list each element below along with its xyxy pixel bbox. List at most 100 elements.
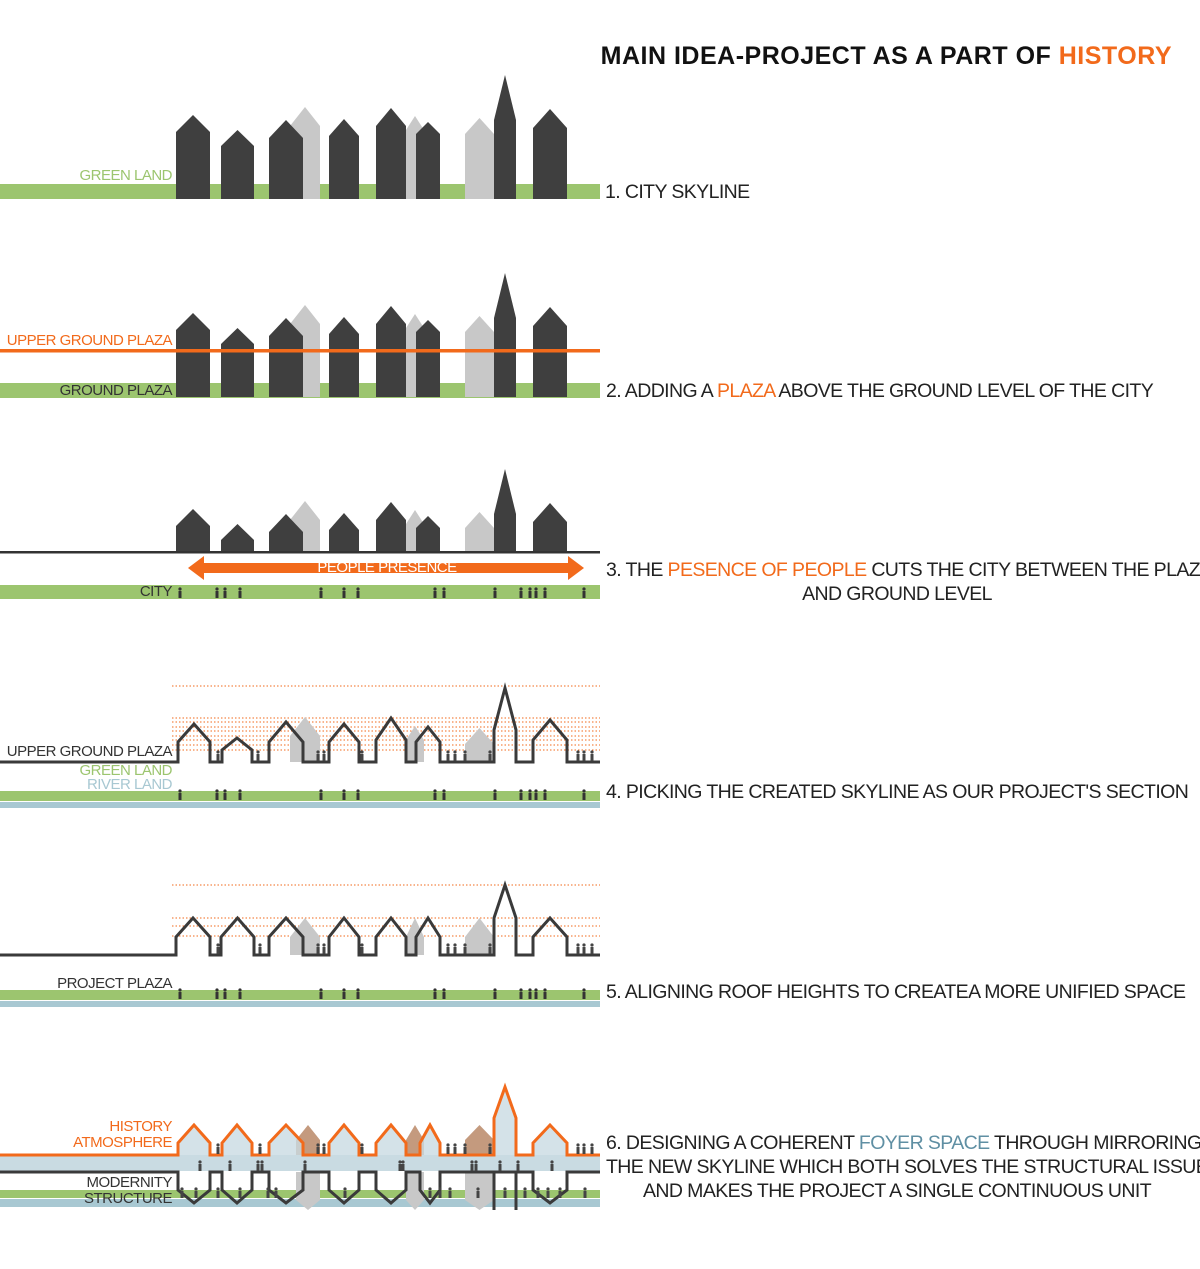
person-icon: [223, 789, 227, 793]
person-icon: [342, 591, 346, 598]
person-icon: [463, 1143, 467, 1147]
person-icon: [215, 789, 219, 793]
building: [376, 502, 406, 552]
person-icon: [442, 587, 446, 591]
label-green-land: GREEN LAND: [79, 167, 172, 184]
person-icon: [582, 992, 586, 999]
person-icon: [523, 1191, 527, 1198]
person-icon: [319, 587, 323, 591]
skyline-outline: [0, 1082, 600, 1157]
person-icon: [519, 587, 523, 591]
person-icon: [216, 754, 220, 761]
person-icon: [528, 587, 532, 591]
person-icon: [470, 1164, 474, 1171]
person-icon: [498, 1164, 502, 1171]
foyer-room: [533, 1125, 567, 1155]
person-icon: [590, 943, 594, 947]
person-icon: [442, 992, 446, 999]
person-icon: [178, 992, 182, 999]
person-icon: [442, 591, 446, 598]
skyline-outline: [0, 880, 600, 957]
person-icon: [519, 793, 523, 800]
label-ground-plaza: GROUND PLAZA: [59, 382, 173, 399]
step-6-text: 6. DESIGNING A COHERENT: [606, 1132, 859, 1154]
person-icon: [493, 988, 497, 992]
label-project-plaza: PROJECT PLAZA: [57, 975, 172, 992]
project-plaza-bar: [0, 990, 600, 1000]
person-icon: [356, 591, 360, 598]
person-icon: [519, 988, 523, 992]
person-icon: [528, 591, 532, 598]
person-icon: [546, 1187, 550, 1191]
person-icon: [360, 943, 364, 947]
person-icon: [433, 793, 437, 800]
green-land-bar: [0, 791, 600, 801]
person-icon: [228, 1164, 232, 1171]
person-icon: [180, 1191, 184, 1198]
person-icon: [446, 754, 450, 761]
person-icon: [582, 988, 586, 992]
person-icon: [534, 988, 538, 992]
label-people-presence: PEOPLE PRESENCE: [317, 559, 457, 576]
person-icon: [493, 591, 497, 598]
building: [269, 120, 303, 199]
person-icon: [476, 1187, 480, 1191]
person-icon: [216, 943, 220, 947]
person-icon: [453, 947, 457, 954]
person-icon: [519, 789, 523, 793]
person-icon: [550, 1164, 554, 1171]
label-river-land: RIVER LAND: [86, 776, 173, 793]
person-icon: [238, 1191, 242, 1198]
person-icon: [238, 992, 242, 999]
step-4-text: 4. PICKING THE CREATED SKYLINE AS OUR PR…: [606, 781, 1189, 803]
step-3-text: 3. THE: [606, 559, 668, 581]
person-icon: [180, 1187, 184, 1191]
person-icon: [453, 750, 457, 754]
person-icon: [536, 1191, 540, 1198]
person-icon: [319, 793, 323, 800]
church-spire: [494, 75, 516, 199]
city-ground-bar: [0, 585, 600, 599]
person-icon: [582, 754, 586, 761]
step-2-highlight: PLAZA: [716, 380, 775, 402]
person-icon: [316, 1143, 320, 1147]
building: [329, 513, 359, 552]
building: [533, 503, 567, 552]
step-5-caption: 5. ALIGNING ROOF HEIGHTS TO CREATEA MORE…: [606, 980, 1186, 1004]
person-icon: [519, 992, 523, 999]
step-1-text: 1. CITY SKYLINE: [605, 181, 750, 203]
ghost-building: [465, 918, 494, 955]
person-icon: [558, 1191, 562, 1198]
person-icon: [536, 1187, 540, 1191]
title-main: MAIN IDEA-PROJECT AS A PART OF: [600, 42, 1059, 70]
person-icon: [266, 1191, 270, 1198]
skyline-outline: [0, 682, 600, 764]
person-icon: [433, 591, 437, 598]
person-icon: [360, 947, 364, 954]
person-icon: [319, 591, 323, 598]
building: [376, 108, 406, 199]
person-icon: [401, 1160, 405, 1164]
person-icon: [216, 1147, 220, 1154]
person-icon: [433, 992, 437, 999]
label-atmosphere: ATMOSPHERE: [73, 1134, 172, 1151]
person-icon: [216, 1191, 220, 1198]
person-icon: [453, 1147, 457, 1154]
person-icon: [238, 1187, 242, 1191]
arrow-left-head-icon: [188, 556, 204, 580]
person-icon: [576, 750, 580, 754]
person-icon: [198, 1160, 202, 1164]
person-icon: [342, 992, 346, 999]
person-icon: [356, 789, 360, 793]
person-icon: [493, 992, 497, 999]
person-icon: [216, 1187, 220, 1191]
person-icon: [583, 1191, 587, 1198]
building: [269, 318, 303, 397]
person-icon: [178, 591, 182, 598]
person-icon: [256, 1160, 260, 1164]
person-icon: [316, 750, 320, 754]
person-icon: [215, 591, 219, 598]
person-icon: [534, 992, 538, 999]
label-structure: STRUCTURE: [84, 1190, 173, 1207]
